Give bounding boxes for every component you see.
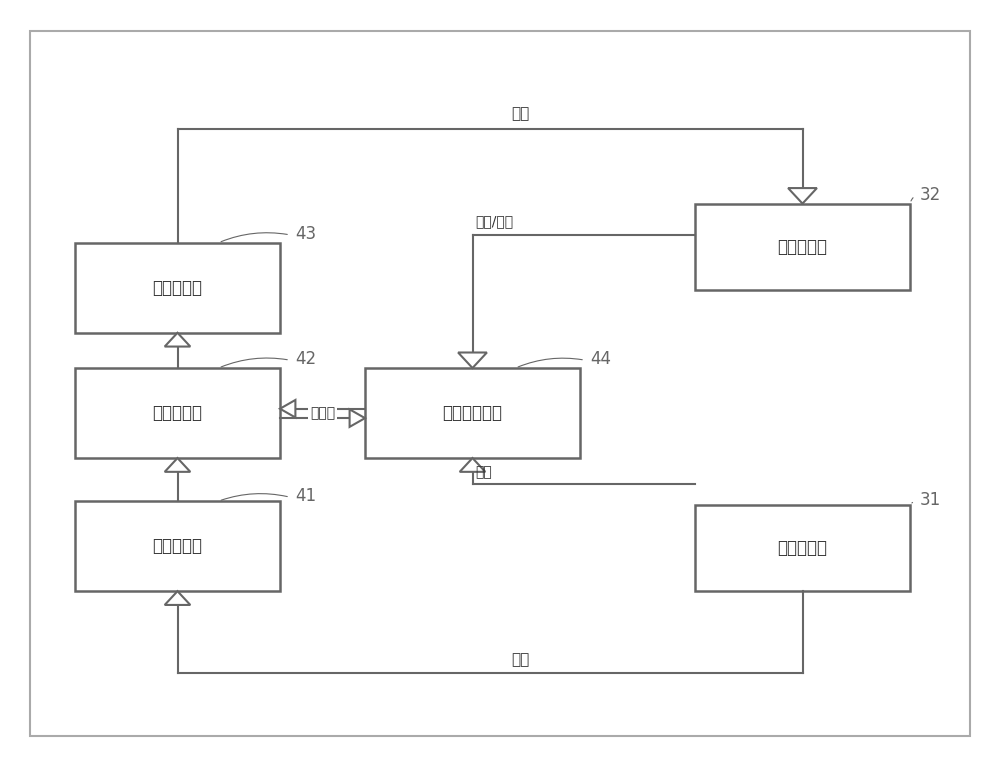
Text: 31: 31 xyxy=(920,491,941,509)
Bar xyxy=(75,368,280,458)
Text: 事件元组空间: 事件元组空间 xyxy=(442,404,503,422)
Polygon shape xyxy=(165,458,190,472)
Polygon shape xyxy=(165,591,190,605)
Text: 元数据: 元数据 xyxy=(310,406,335,420)
Text: 32: 32 xyxy=(920,186,941,204)
Text: 推送: 推送 xyxy=(511,106,529,121)
Text: 41: 41 xyxy=(295,487,316,505)
Polygon shape xyxy=(458,352,487,368)
Polygon shape xyxy=(788,188,817,204)
Text: 事件过滤器: 事件过滤器 xyxy=(152,404,202,422)
Text: 42: 42 xyxy=(295,350,316,368)
Text: 44: 44 xyxy=(590,350,611,368)
Text: 发布: 发布 xyxy=(511,652,529,667)
Text: 事件分发器: 事件分发器 xyxy=(152,279,202,297)
Text: 事件发布者: 事件发布者 xyxy=(778,539,828,557)
Polygon shape xyxy=(165,333,190,347)
Polygon shape xyxy=(280,400,295,417)
Bar xyxy=(75,501,280,591)
Text: 事件订阅者: 事件订阅者 xyxy=(778,238,828,255)
Bar xyxy=(695,204,910,290)
Bar xyxy=(75,243,280,333)
Bar xyxy=(365,368,580,458)
Text: 事件接收器: 事件接收器 xyxy=(152,537,202,555)
Text: 43: 43 xyxy=(295,225,316,243)
Text: 登入: 登入 xyxy=(475,465,492,479)
Bar xyxy=(695,505,910,591)
Text: 登入/订阅: 登入/订阅 xyxy=(475,215,513,229)
Polygon shape xyxy=(350,410,365,427)
Polygon shape xyxy=(460,458,485,472)
